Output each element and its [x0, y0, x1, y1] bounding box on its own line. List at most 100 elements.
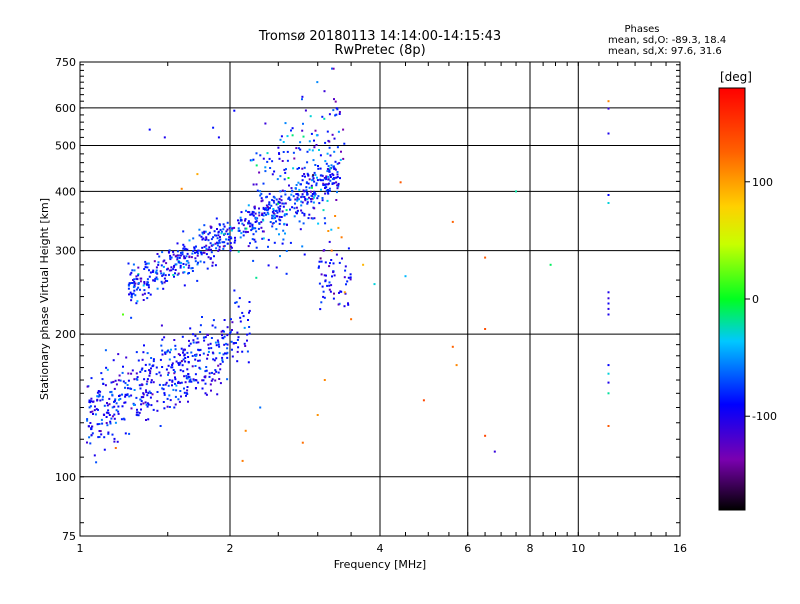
data-point: [607, 291, 610, 294]
data-point: [146, 402, 149, 405]
colorbar-unit: [deg]: [720, 70, 752, 84]
data-point: [139, 387, 142, 390]
data-point: [317, 222, 320, 225]
data-point: [86, 441, 88, 444]
data-point: [133, 403, 135, 406]
data-point: [293, 207, 296, 210]
data-point: [186, 248, 189, 251]
x-tick-label: 1: [77, 542, 84, 555]
data-point: [152, 360, 155, 363]
data-point: [254, 221, 257, 223]
data-point: [210, 347, 213, 350]
data-point: [331, 133, 334, 136]
data-point: [231, 329, 233, 331]
y-tick-label: 100: [55, 471, 76, 484]
data-point: [248, 309, 251, 312]
data-point: [254, 227, 257, 230]
data-point: [226, 343, 229, 346]
data-point: [194, 379, 197, 381]
data-point: [160, 324, 163, 327]
data-point: [130, 295, 133, 298]
data-point: [243, 326, 246, 329]
data-point: [207, 256, 210, 259]
data-point: [334, 160, 337, 163]
data-point: [326, 170, 329, 173]
data-point: [165, 368, 168, 371]
data-point: [326, 191, 329, 194]
grid-lines: [80, 62, 680, 536]
data-point: [209, 225, 212, 228]
data-point: [187, 400, 189, 403]
data-point: [97, 390, 100, 392]
data-point: [217, 364, 220, 367]
data-point: [260, 226, 263, 229]
data-point: [103, 448, 106, 451]
data-point: [287, 197, 290, 200]
data-point: [193, 379, 196, 382]
data-point: [249, 222, 252, 225]
data-point: [141, 293, 144, 296]
data-point: [155, 373, 158, 376]
data-point: [342, 157, 345, 160]
data-point: [189, 378, 192, 381]
data-point: [225, 342, 228, 345]
data-point: [280, 195, 283, 198]
x-axis-label: Frequency [MHz]: [334, 558, 426, 571]
data-point: [303, 253, 306, 256]
data-point: [127, 372, 130, 375]
data-point: [318, 149, 320, 151]
data-point: [119, 379, 122, 382]
data-point: [336, 146, 339, 149]
data-point: [196, 254, 199, 257]
data-point: [98, 430, 101, 432]
data-point: [607, 392, 610, 395]
data-point: [194, 257, 197, 260]
data-point: [338, 261, 341, 264]
data-point: [172, 274, 175, 276]
data-point: [203, 224, 206, 227]
data-point: [100, 433, 103, 436]
data-point: [323, 379, 326, 381]
data-point: [236, 360, 239, 363]
data-point: [87, 425, 90, 428]
data-point: [248, 326, 251, 328]
data-point: [151, 393, 154, 396]
data-point: [190, 267, 193, 270]
data-point: [199, 354, 201, 357]
data-point: [290, 129, 292, 132]
data-point: [88, 436, 91, 439]
data-point: [255, 220, 258, 223]
data-point: [325, 176, 327, 179]
data-point: [217, 371, 220, 374]
data-point: [153, 279, 156, 282]
data-point: [135, 372, 138, 375]
data-point: [208, 375, 211, 378]
data-point: [255, 164, 258, 167]
data-point: [229, 236, 232, 238]
data-point: [333, 292, 335, 295]
data-point: [215, 217, 218, 220]
data-point: [151, 271, 154, 273]
data-point: [137, 282, 140, 285]
data-point: [312, 201, 315, 204]
data-point: [133, 389, 136, 391]
data-point: [330, 164, 333, 167]
data-point: [97, 436, 100, 439]
data-point: [215, 370, 218, 373]
data-point: [284, 193, 287, 196]
data-point: [234, 236, 236, 239]
data-point: [277, 200, 280, 203]
data-point: [334, 100, 337, 103]
data-point: [607, 307, 610, 310]
data-point: [148, 269, 150, 272]
data-point: [196, 263, 199, 266]
data-point: [206, 357, 209, 360]
data-point: [155, 266, 158, 269]
data-point: [111, 406, 114, 409]
data-point: [297, 181, 300, 184]
data-point: [143, 268, 146, 270]
data-point: [104, 349, 107, 352]
data-point: [158, 383, 161, 386]
data-point: [173, 370, 176, 373]
data-point: [275, 220, 277, 223]
